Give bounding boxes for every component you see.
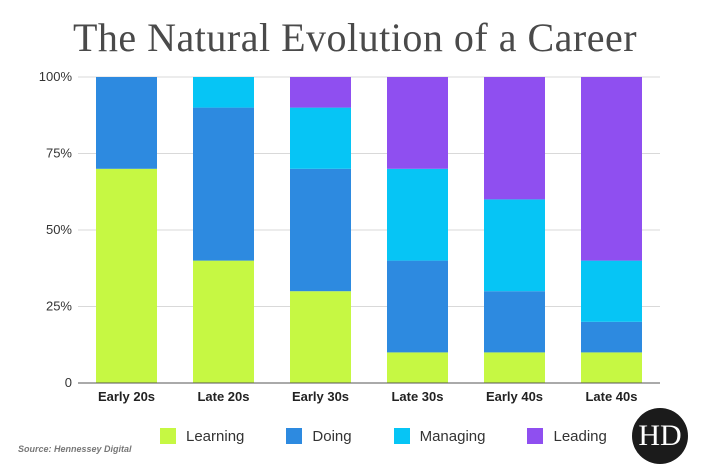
legend-label: Doing [312, 427, 352, 445]
y-axis-ticks: 0 25% 50% 75% 100% [39, 69, 73, 390]
grid-lines [78, 76, 660, 307]
bar-segment-managing [581, 260, 642, 322]
legend-swatch [393, 428, 410, 444]
bar-segment-managing [387, 168, 448, 261]
legend-label: Learning [186, 427, 245, 445]
y-tick-label: 0 [65, 375, 72, 390]
bar-segment-managing [484, 199, 545, 292]
bar-segment-doing [581, 321, 642, 353]
bar-segment-learning [193, 260, 254, 383]
legend-swatch [286, 428, 303, 444]
legend-label: Managing [419, 427, 486, 445]
x-tick-label: Late 40s [585, 389, 637, 404]
bar-segment-leading [484, 77, 545, 200]
legend-item-learning: Learning [160, 428, 244, 445]
y-tick-label: 50% [46, 222, 72, 237]
bar-segment-doing [193, 107, 254, 261]
bar-segment-managing [193, 77, 254, 108]
x-axis-ticks: Early 20s Late 20s Early 30s Late 30s Early … [98, 389, 638, 404]
page-title: The Natural Evolution of a Career [72, 15, 638, 60]
x-tick-label: Early 20s [98, 389, 155, 404]
legend: Learning Doing Managing Leading [160, 426, 649, 446]
bars [96, 77, 642, 383]
legend-item-leading: Leading [527, 427, 607, 445]
bar-segment-managing [290, 107, 351, 169]
hd-logo: HD [632, 408, 688, 464]
x-tick-label: Late 20s [197, 389, 249, 404]
bar-segment-leading [581, 77, 642, 261]
legend-label: Leading [553, 427, 607, 445]
legend-swatch [160, 428, 176, 444]
y-tick-label: 25% [46, 299, 72, 314]
bar-segment-learning [96, 168, 157, 383]
x-tick-label: Late 30s [391, 389, 443, 404]
legend-swatch [527, 428, 544, 444]
legend-item-managing: Managing [393, 427, 486, 445]
legend-item-doing: Doing [286, 427, 352, 445]
bar-segment-doing [96, 77, 157, 169]
x-tick-label: Early 30s [292, 389, 349, 404]
bar-segment-doing [484, 291, 545, 353]
bar-segment-learning [581, 352, 642, 383]
bar-segment-leading [290, 77, 351, 108]
bar-segment-learning [290, 291, 351, 383]
bar-segment-learning [484, 352, 545, 383]
x-tick-label: Early 40s [486, 389, 543, 404]
y-tick-label: 100% [39, 69, 73, 84]
bar-segment-doing [290, 168, 351, 292]
bar-segment-leading [387, 77, 448, 169]
source-note: Source: Hennessey Digital [18, 444, 132, 454]
bar-segment-learning [387, 352, 448, 383]
bar-segment-doing [387, 260, 448, 353]
y-tick-label: 75% [46, 146, 72, 161]
